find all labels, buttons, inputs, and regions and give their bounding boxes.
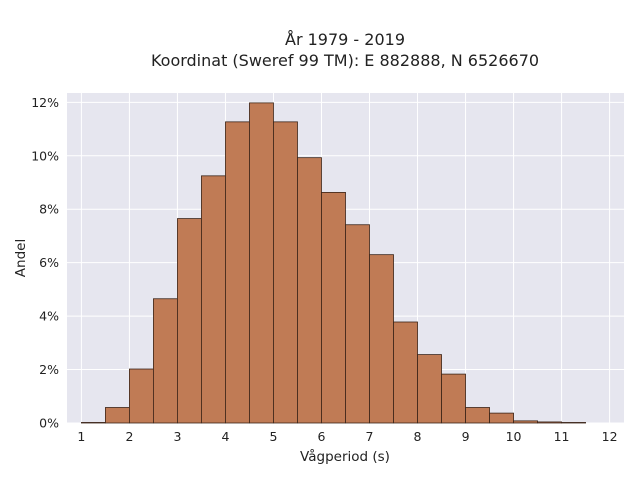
x-axis-label: Vågperiod (s) [300,448,390,465]
x-tick-label: 11 [554,429,570,444]
y-tick-label: 12% [31,95,59,110]
histogram-bar [225,121,250,424]
x-tick-label: 3 [173,429,181,444]
histogram-bar [369,254,394,424]
x-tick-label: 10 [506,429,522,444]
histogram-bar [441,373,466,424]
x-tick-label: 7 [366,429,374,444]
histogram-bar [201,175,226,424]
x-tick-label: 9 [462,429,470,444]
histogram-bar [177,218,202,424]
histogram-bar [561,422,586,424]
histogram-bar [297,157,322,424]
y-tick-label: 8% [39,202,59,217]
y-tick-label: 0% [39,416,59,431]
x-tick-label: 4 [221,429,229,444]
histogram-bar [345,224,370,424]
x-tick-label: 6 [318,429,326,444]
y-axis-label: Andel [13,239,29,277]
histogram-bar [489,412,514,424]
y-tick-label: 10% [31,148,59,163]
histogram-bar [393,321,418,424]
histogram-bar [513,420,538,424]
histogram-bar [129,368,154,424]
chart-title-line-2: Koordinat (Sweref 99 TM): E 882888, N 65… [151,51,539,70]
y-tick-label: 2% [39,362,59,377]
x-tick-label: 12 [602,429,618,444]
histogram-bar [537,421,562,424]
chart-title-line-1: År 1979 - 2019 [285,30,405,49]
histogram-bar [249,102,274,424]
y-tick-label: 4% [39,309,59,324]
histogram-bars [81,102,586,424]
y-tick-labels: 0% 2% 4% 6% 8% 10% 12% [31,95,59,431]
histogram-bar [417,354,442,424]
x-tick-label: 8 [414,429,422,444]
x-tick-label: 1 [77,429,85,444]
histogram-bar [273,121,298,424]
histogram-bar [81,422,106,424]
histogram-bar [465,407,490,424]
x-tick-labels: 1 2 3 4 5 6 7 8 9 10 11 12 [77,429,617,444]
y-tick-label: 6% [39,255,59,270]
histogram-bar [321,192,346,424]
histogram-bar [105,407,130,424]
x-tick-label: 5 [269,429,277,444]
histogram-bar [153,298,178,424]
x-tick-label: 2 [125,429,133,444]
